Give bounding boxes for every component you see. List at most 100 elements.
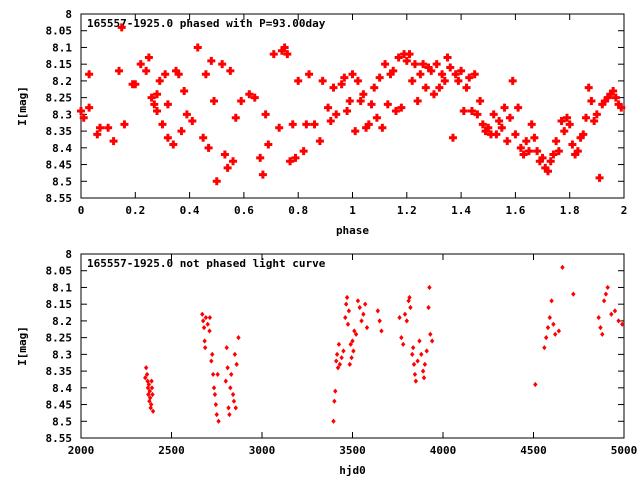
data-point xyxy=(595,173,604,182)
data-point xyxy=(310,120,319,129)
data-point xyxy=(367,100,376,109)
data-point xyxy=(543,335,549,341)
data-point xyxy=(352,328,357,334)
data-point xyxy=(598,325,603,331)
data-point xyxy=(149,378,154,384)
data-point xyxy=(147,93,156,102)
data-point xyxy=(411,361,417,367)
chart-title: 165557-1925.0 phased with P=93.00day xyxy=(87,17,326,30)
data-point xyxy=(228,385,233,391)
data-point xyxy=(560,264,565,270)
data-point xyxy=(231,398,237,404)
data-point xyxy=(399,335,404,341)
x-tick-label: 0.2 xyxy=(125,204,145,217)
data-point xyxy=(144,53,153,62)
data-point xyxy=(163,100,172,109)
data-point xyxy=(448,133,457,142)
data-point xyxy=(562,113,571,122)
data-point xyxy=(402,311,408,317)
data-point xyxy=(350,338,355,344)
data-point xyxy=(619,321,625,327)
data-point xyxy=(419,351,424,357)
data-point xyxy=(343,314,348,321)
data-point xyxy=(331,418,336,424)
data-point xyxy=(489,110,498,119)
data-point xyxy=(351,127,360,136)
data-point xyxy=(229,371,234,378)
data-point xyxy=(473,110,482,119)
data-point xyxy=(346,308,352,314)
data-point xyxy=(232,351,238,357)
data-point xyxy=(77,107,85,116)
data-point xyxy=(216,418,221,424)
x-tick-label: 0.4 xyxy=(180,204,200,217)
data-point xyxy=(155,76,164,85)
data-point xyxy=(237,96,246,105)
y-tick-label: 8.4 xyxy=(52,382,72,395)
data-point xyxy=(150,100,159,109)
data-point xyxy=(109,137,118,146)
data-point xyxy=(351,348,356,354)
data-point xyxy=(204,143,213,152)
data-point xyxy=(345,321,351,327)
data-point xyxy=(553,331,558,337)
data-point xyxy=(576,133,585,142)
data-point xyxy=(413,378,419,384)
data-point xyxy=(229,157,238,166)
data-point xyxy=(188,117,197,126)
data-point xyxy=(364,325,370,331)
data-point xyxy=(462,83,471,92)
data-point xyxy=(446,63,455,72)
data-point xyxy=(277,46,286,55)
data-point xyxy=(612,308,618,314)
data-point xyxy=(359,90,368,99)
data-point xyxy=(486,130,495,139)
data-point xyxy=(210,371,216,378)
x-tick-label: 4500 xyxy=(520,444,547,457)
data-point xyxy=(617,103,626,112)
data-point xyxy=(362,123,371,132)
data-point xyxy=(497,123,506,132)
chart-2: 2000 2500 3000 3500 4000 4500 5000 8 8.05 8.1 8.15… xyxy=(16,248,637,477)
data-point xyxy=(421,83,430,92)
y-tick-label: 8 xyxy=(65,8,72,21)
data-point xyxy=(210,351,215,357)
data-point xyxy=(147,388,152,394)
data-point xyxy=(596,314,601,321)
y-tick-label: 8.25 xyxy=(46,332,73,345)
data-point xyxy=(362,301,368,307)
data-point xyxy=(542,345,547,351)
data-point xyxy=(226,66,235,75)
data-point xyxy=(223,163,232,172)
data-point xyxy=(443,53,452,62)
data-point xyxy=(149,401,154,408)
y-axis-label: I[mag] xyxy=(16,326,29,366)
data-point xyxy=(288,120,297,129)
data-point xyxy=(533,147,542,156)
data-point xyxy=(375,308,381,314)
data-point xyxy=(606,90,615,99)
data-point xyxy=(79,113,88,122)
data-point xyxy=(571,150,580,159)
plot-frame xyxy=(80,13,625,199)
data-point xyxy=(214,411,219,418)
x-tick-label: 1.6 xyxy=(505,204,525,217)
data-point xyxy=(226,405,231,411)
y-tick-label: 8.5 xyxy=(52,415,72,428)
data-point xyxy=(150,408,156,414)
data-point xyxy=(200,318,206,324)
data-point xyxy=(527,120,536,129)
y-tick-label: 8.35 xyxy=(46,125,73,138)
data-point xyxy=(333,388,338,394)
data-point xyxy=(341,348,346,354)
data-point xyxy=(424,348,429,354)
data-point xyxy=(541,163,550,172)
data-point xyxy=(245,90,254,99)
data-point xyxy=(131,80,140,89)
data-point xyxy=(182,110,191,119)
data-point xyxy=(357,304,362,311)
x-tick-label: 2 xyxy=(621,204,628,217)
data-point xyxy=(258,170,267,179)
data-point xyxy=(415,358,420,364)
